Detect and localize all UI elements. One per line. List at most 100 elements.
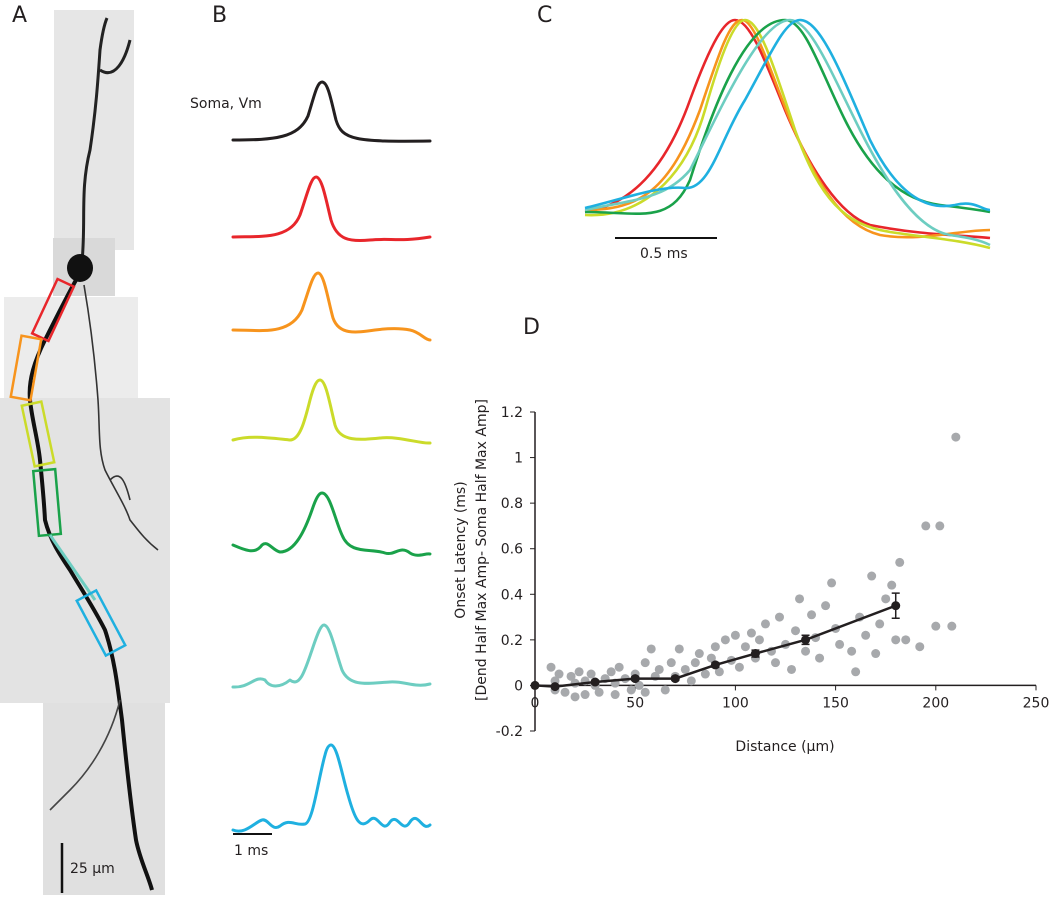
scatter-point <box>646 644 656 654</box>
panel-label: D <box>523 315 540 340</box>
scatter-point <box>787 664 797 674</box>
mean-point <box>530 680 540 690</box>
scatter-point <box>580 690 590 700</box>
scatter-point <box>795 594 805 604</box>
scatter-point <box>881 594 891 604</box>
mean-point <box>891 601 901 611</box>
scatter-point <box>851 667 861 677</box>
scatter-point <box>807 610 817 620</box>
scatter-point <box>901 635 911 645</box>
scatter-point <box>720 635 730 645</box>
scatter-point <box>774 612 784 622</box>
scatter-point <box>700 669 710 679</box>
panel-label: B <box>212 3 227 28</box>
scatter-point <box>861 630 871 640</box>
x-tick-label: 0 <box>531 695 540 711</box>
scale-bar-label: 25 µm <box>70 861 115 877</box>
scatter-point <box>710 642 720 652</box>
scatter-point <box>546 662 556 672</box>
scatter-point <box>827 578 837 588</box>
x-tick-label: 150 <box>822 695 849 711</box>
scatter-point <box>640 658 650 668</box>
scatter-point <box>654 664 664 674</box>
scatter-point <box>770 658 780 668</box>
scatter-point <box>626 685 636 695</box>
panel-label: C <box>537 3 552 28</box>
scatter-point <box>947 621 957 631</box>
scatter-point <box>891 635 901 645</box>
scatter-point <box>570 692 580 702</box>
x-tick-label: 50 <box>626 695 644 711</box>
scatter-point <box>740 642 750 652</box>
scatter-point <box>690 658 700 668</box>
mean-point <box>670 674 680 684</box>
scatter-point <box>931 621 941 631</box>
scatter-point <box>674 644 684 654</box>
scatter-point <box>586 669 596 679</box>
scatter-point <box>574 667 584 677</box>
y-tick-label: 1.2 <box>501 405 523 421</box>
scatter-point <box>694 649 704 659</box>
scatter-point <box>746 628 756 638</box>
scatter-point <box>594 687 604 697</box>
mean-point <box>801 635 811 645</box>
scatter-point <box>801 646 811 656</box>
x-tick-label: 200 <box>922 695 949 711</box>
mean-point <box>630 674 640 684</box>
scatter-point <box>640 687 650 697</box>
scatter-point <box>887 580 897 590</box>
scatter-point <box>871 649 881 659</box>
scatter-point <box>634 680 644 690</box>
x-axis-label: Distance (µm) <box>735 739 834 755</box>
scatter-point <box>921 521 931 531</box>
scatter-point <box>821 601 831 611</box>
scatter-point <box>660 685 670 695</box>
scatter-point <box>895 557 905 567</box>
scatter-point <box>915 642 925 652</box>
micrograph <box>0 10 170 895</box>
y-tick-label: -0.2 <box>496 724 523 740</box>
traces <box>231 80 432 835</box>
scatter-point <box>606 667 616 677</box>
y-tick-label: 0.2 <box>501 633 523 649</box>
mean-point <box>710 660 720 670</box>
panel-label: A <box>12 3 27 28</box>
y-tick-label: 1 <box>514 451 523 467</box>
y-axis-label: Onset Latency (ms) <box>453 481 469 618</box>
scatter-point <box>875 619 885 629</box>
scatter-point <box>730 630 740 640</box>
scatter-point <box>847 646 857 656</box>
scatter-point <box>614 662 624 672</box>
scatter-point <box>734 662 744 672</box>
y-tick-label: 0.6 <box>501 542 523 558</box>
scatter-point <box>935 521 945 531</box>
mean-point <box>750 649 760 659</box>
scatter-point <box>815 653 825 663</box>
scatter-point <box>760 619 770 629</box>
mean-point <box>550 682 560 692</box>
scatter-point <box>666 658 676 668</box>
plot: 0 50 100 150 200 250 -0.2 0 0.2 0.4 0.6 0.8 1 1.2 <box>496 405 1050 740</box>
scatter-point <box>686 676 696 686</box>
mean-point <box>590 677 600 687</box>
scale-bar-label: 1 ms <box>234 843 268 859</box>
scatter-point <box>835 639 845 649</box>
scale-bar-label: 0.5 ms <box>640 246 688 262</box>
scatter-point <box>714 667 724 677</box>
scatter-point <box>754 635 764 645</box>
scatter-point <box>610 690 620 700</box>
overlay-traces <box>584 18 991 250</box>
scatter-point <box>566 671 576 681</box>
scatter-point <box>560 687 570 697</box>
scatter-point <box>791 626 801 636</box>
scatter-point <box>867 571 877 581</box>
trace-label: Soma, Vm <box>190 96 262 112</box>
x-tick-label: 250 <box>1023 695 1050 711</box>
x-tick-label: 100 <box>722 695 749 711</box>
y-axis-label: [Dend Half Max Amp- Soma Half Max Amp] <box>474 399 490 701</box>
y-tick-label: 0.4 <box>501 587 523 603</box>
y-tick-label: 0 <box>514 678 523 694</box>
scatter-point <box>706 653 716 663</box>
